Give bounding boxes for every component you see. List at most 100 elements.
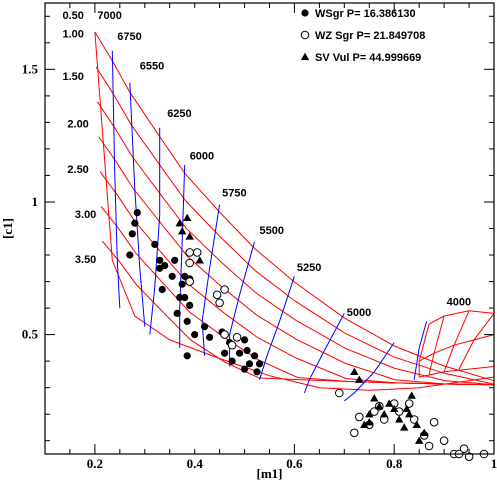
data-point-series-3 (365, 418, 374, 426)
gravity-label: 3.00 (75, 209, 96, 221)
data-point-series-1 (243, 346, 251, 355)
data-point-series-1 (221, 349, 229, 357)
data-point-series-2 (370, 407, 379, 416)
iso-temperature-line (129, 82, 146, 327)
data-point-series-1 (183, 352, 191, 360)
data-point-series-1 (245, 360, 254, 368)
data-point-series-1 (126, 251, 134, 259)
x-tick-label: 0.4 (187, 456, 204, 471)
data-point-series-1 (181, 293, 189, 302)
iso-gravity-curve (98, 136, 495, 386)
data-point-series-2 (212, 290, 222, 300)
data-point-series-2 (185, 258, 194, 268)
legend-entry: WSgr P= 16.386130 (315, 8, 416, 20)
data-point-series-1 (250, 352, 259, 360)
data-point-series-3 (175, 219, 184, 227)
data-point-series-1 (236, 349, 244, 357)
axes: 0.2 0.4 0.6 0.8 1 0.5 1 1.5 [m1] [c1] (0, 3, 497, 481)
data-point-series-3 (178, 227, 187, 235)
data-point-series-1 (158, 285, 166, 294)
data-point-series-1 (186, 301, 194, 309)
data-point-series-3 (185, 232, 194, 240)
data-point-series-2 (355, 412, 364, 422)
data-point-series-1 (168, 272, 176, 280)
data-point-series-1 (171, 256, 179, 264)
data-point-series-1 (151, 240, 159, 248)
iso-temperature-line (259, 276, 295, 380)
data-point-series-1 (201, 323, 209, 331)
temperature-label: 6550 (140, 60, 164, 72)
data-point-series-2 (459, 444, 469, 454)
data-points (126, 209, 489, 462)
data-point-series-2 (185, 248, 194, 257)
data-point-series-3 (390, 404, 399, 413)
data-point-series-3 (395, 415, 404, 423)
data-point-series-3 (355, 375, 364, 383)
data-point-series-2 (220, 285, 229, 294)
gravity-label: 2.50 (67, 164, 88, 176)
data-point-series-1 (255, 360, 264, 368)
x-tick-label: 1 (491, 456, 497, 471)
data-point-series-1 (191, 331, 199, 339)
temperature-label: 5250 (297, 262, 321, 274)
x-tick-label: 0.8 (386, 456, 403, 471)
temperature-label: 6250 (167, 108, 191, 120)
iso-gravity-curve (96, 101, 495, 386)
y-tick-label: 1.5 (22, 61, 39, 76)
data-point-series-2 (409, 415, 419, 424)
data-point-series-1 (178, 280, 186, 288)
iso-temperature-line (413, 321, 428, 380)
data-point-series-2 (335, 388, 344, 398)
data-point-series-1 (161, 262, 169, 270)
data-point-series-2 (350, 428, 359, 438)
data-point-series-2 (439, 436, 449, 446)
cool-model-curve (428, 310, 495, 325)
data-point-series-1 (241, 336, 249, 344)
y-axis-label: [c1] (0, 218, 15, 239)
data-point-series-3 (400, 423, 409, 431)
legend-entry: SV Vul P= 44.999669 (315, 52, 421, 64)
data-point-series-3 (385, 399, 394, 407)
data-point-series-3 (402, 404, 411, 413)
data-point-series-3 (380, 410, 389, 418)
data-point-series-1 (133, 209, 141, 217)
data-point-series-3 (375, 402, 384, 410)
legend-entry: WZ Sgr P= 21.849708 (315, 30, 425, 42)
y-tick-label: 1 (32, 194, 39, 209)
data-point-series-1 (128, 230, 136, 238)
data-point-series-2 (192, 248, 202, 257)
iso-temperature-line (229, 241, 255, 367)
data-point-series-1 (228, 357, 236, 365)
data-point-series-3 (405, 410, 414, 418)
data-point-series-2 (185, 277, 194, 286)
gravity-label: 1.00 (63, 29, 84, 41)
data-point-series-1 (173, 309, 181, 317)
gravity-label: 0.50 (63, 10, 84, 22)
data-point-series-3 (365, 410, 374, 418)
data-point-series-2 (429, 417, 439, 427)
gravity-label: 2.00 (67, 119, 88, 131)
data-point-series-3 (195, 256, 204, 264)
data-point-series-1 (241, 365, 249, 373)
iso-temperature-line (149, 127, 161, 335)
data-point-series-2 (227, 340, 237, 350)
legend-marker (300, 30, 310, 40)
temperature-label: 5750 (222, 188, 246, 200)
data-point-series-2 (220, 330, 229, 339)
iso-temperature-line (111, 50, 121, 309)
x-axis-label: [m1] (257, 466, 283, 481)
iso-gravity-curve (94, 31, 495, 382)
data-point-series-1 (183, 317, 191, 325)
x-tick-label: 0.6 (286, 456, 303, 471)
data-point-series-1 (253, 368, 261, 376)
data-point-series-1 (156, 256, 164, 264)
iso-temperature-line (343, 342, 395, 402)
gravity-label: 1.50 (63, 71, 84, 83)
calibration-grid (94, 31, 495, 402)
cool-model-curve (419, 366, 495, 378)
data-point-series-1 (131, 219, 139, 227)
data-point-series-3 (415, 436, 424, 444)
legend-marker (300, 52, 310, 61)
iso-temperature-line (179, 164, 186, 348)
